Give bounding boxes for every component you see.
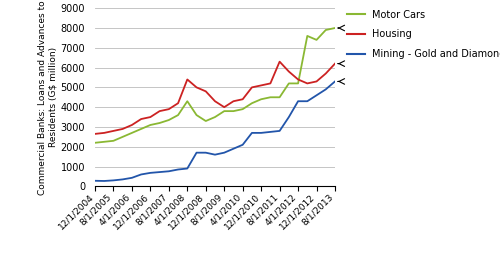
Motor Cars — [101, 140, 107, 144]
Motor Cars — [286, 82, 292, 85]
Housing — [101, 131, 107, 135]
Motor Cars — [332, 26, 338, 30]
Housing — [230, 99, 236, 103]
Housing — [184, 78, 190, 81]
Mining - Gold and Diamonds — [230, 147, 236, 150]
Housing — [249, 86, 255, 89]
Legend: Motor Cars, Housing, Mining - Gold and Diamonds: Motor Cars, Housing, Mining - Gold and D… — [347, 10, 500, 59]
Motor Cars — [249, 102, 255, 105]
Mining - Gold and Diamonds — [175, 168, 181, 171]
Mining - Gold and Diamonds — [203, 151, 209, 154]
Housing — [129, 123, 135, 127]
Mining - Gold and Diamonds — [286, 115, 292, 119]
Housing — [286, 70, 292, 73]
Motor Cars — [230, 110, 236, 113]
Mining - Gold and Diamonds — [314, 94, 320, 97]
Mining - Gold and Diamonds — [304, 99, 310, 103]
Housing — [240, 98, 246, 101]
Mining - Gold and Diamonds — [156, 170, 162, 174]
Housing — [276, 60, 282, 63]
Housing — [221, 105, 227, 109]
Mining - Gold and Diamonds — [120, 178, 126, 181]
Mining - Gold and Diamonds — [212, 153, 218, 156]
Motor Cars — [258, 98, 264, 101]
Mining - Gold and Diamonds — [240, 143, 246, 146]
Housing — [212, 99, 218, 103]
Mining - Gold and Diamonds — [184, 167, 190, 170]
Motor Cars — [212, 115, 218, 119]
Housing — [203, 90, 209, 93]
Motor Cars — [240, 107, 246, 111]
Motor Cars — [148, 123, 154, 127]
Motor Cars — [138, 127, 144, 131]
Housing — [120, 127, 126, 131]
Housing — [148, 115, 154, 119]
Housing — [323, 72, 329, 75]
Housing — [110, 129, 116, 133]
Motor Cars — [268, 96, 274, 99]
Motor Cars — [184, 99, 190, 103]
Mining - Gold and Diamonds — [138, 173, 144, 176]
Motor Cars — [221, 110, 227, 113]
Line: Mining - Gold and Diamonds: Mining - Gold and Diamonds — [95, 81, 335, 181]
Housing — [138, 117, 144, 121]
Motor Cars — [314, 38, 320, 42]
Housing — [156, 110, 162, 113]
Housing — [166, 107, 172, 111]
Mining - Gold and Diamonds — [148, 171, 154, 175]
Mining - Gold and Diamonds — [166, 170, 172, 173]
Motor Cars — [156, 121, 162, 125]
Mining - Gold and Diamonds — [258, 131, 264, 135]
Motor Cars — [166, 118, 172, 122]
Mining - Gold and Diamonds — [332, 80, 338, 83]
Housing — [314, 80, 320, 83]
Line: Housing: Housing — [95, 62, 335, 134]
Mining - Gold and Diamonds — [295, 99, 301, 103]
Line: Motor Cars: Motor Cars — [95, 28, 335, 143]
Motor Cars — [120, 135, 126, 138]
Motor Cars — [203, 119, 209, 123]
Motor Cars — [276, 96, 282, 99]
Mining - Gold and Diamonds — [110, 179, 116, 182]
Motor Cars — [175, 113, 181, 117]
Motor Cars — [110, 139, 116, 142]
Mining - Gold and Diamonds — [221, 151, 227, 154]
Housing — [332, 62, 338, 65]
Mining - Gold and Diamonds — [92, 179, 98, 182]
Mining - Gold and Diamonds — [323, 88, 329, 91]
Motor Cars — [129, 131, 135, 135]
Mining - Gold and Diamonds — [101, 179, 107, 182]
Mining - Gold and Diamonds — [268, 130, 274, 133]
Motor Cars — [194, 113, 200, 117]
Housing — [175, 102, 181, 105]
Mining - Gold and Diamonds — [249, 131, 255, 135]
Housing — [258, 84, 264, 87]
Housing — [304, 82, 310, 85]
Mining - Gold and Diamonds — [129, 176, 135, 179]
Motor Cars — [295, 82, 301, 85]
Motor Cars — [323, 28, 329, 32]
Y-axis label: Commercial Banks: Loans and Advances to
Residents (G$ million): Commercial Banks: Loans and Advances to … — [38, 0, 58, 195]
Housing — [295, 78, 301, 81]
Housing — [92, 132, 98, 136]
Mining - Gold and Diamonds — [194, 151, 200, 154]
Housing — [194, 86, 200, 89]
Motor Cars — [304, 34, 310, 38]
Motor Cars — [92, 141, 98, 144]
Housing — [268, 82, 274, 85]
Mining - Gold and Diamonds — [276, 129, 282, 133]
